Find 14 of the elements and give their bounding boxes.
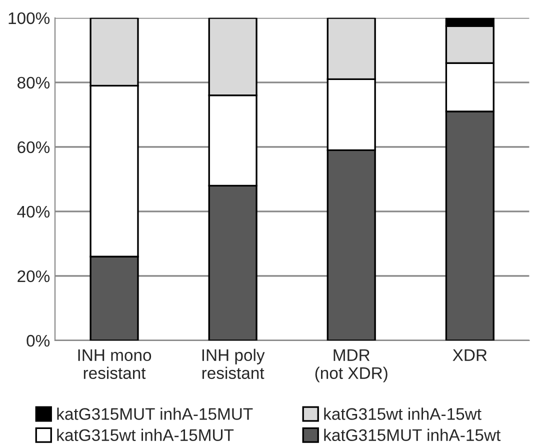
y-tick-label: 100% bbox=[8, 12, 50, 24]
y-tick-label: 60% bbox=[18, 141, 50, 154]
y-tick-label: 0% bbox=[26, 334, 50, 347]
x-tick-label: INH mono resistant bbox=[78, 349, 152, 380]
y-tick-label: 80% bbox=[18, 76, 50, 89]
x-tick-label: INH poly resistant bbox=[202, 348, 265, 380]
legend-label: katG315MUT inhA-15wt bbox=[324, 428, 501, 442]
x-tick-label: MDR (not XDR) bbox=[315, 349, 388, 382]
legend-label: katG315wt inhA-15MUT bbox=[57, 428, 234, 442]
y-tick-label: 20% bbox=[18, 270, 50, 282]
y-tick-label: 40% bbox=[17, 206, 50, 218]
x-tick-label: XDR bbox=[452, 349, 487, 361]
legend-label: katG315MUT inhA-15MUT bbox=[57, 408, 253, 420]
legend-label: katG315wt inhA-15wt bbox=[324, 408, 482, 420]
